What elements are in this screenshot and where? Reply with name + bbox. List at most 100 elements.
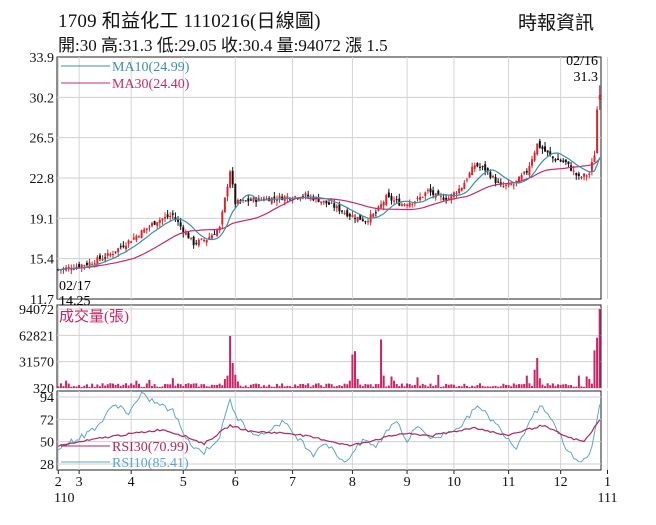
volume-bar (304, 384, 307, 388)
x-tick-label: 9 (404, 475, 411, 490)
price-candle (320, 201, 323, 204)
volume-bar (507, 385, 510, 388)
rsi-y-tick: 28 (40, 458, 54, 473)
price-candle (403, 204, 406, 206)
volume-bar (499, 386, 502, 388)
ma10-line (58, 152, 601, 271)
price-candle (541, 146, 544, 150)
price-candle (445, 197, 448, 200)
volume-bar (348, 380, 351, 388)
volume-bar (510, 386, 513, 388)
price-candle (580, 177, 583, 179)
price-candle (502, 185, 505, 187)
price-candle (200, 238, 203, 240)
x-year-label: 111 (598, 491, 618, 506)
price-candle (419, 196, 422, 200)
ma30-line (58, 158, 601, 271)
chart-title: 1709 和益化工 1110216(日線圖) (58, 11, 321, 32)
price-candle (161, 218, 164, 221)
volume-bar (218, 383, 221, 388)
volume-bar (377, 384, 380, 388)
price-candle (252, 197, 255, 202)
price-candle (481, 165, 484, 167)
volume-bar (424, 385, 427, 388)
price-candle (510, 184, 513, 186)
price-candle (130, 241, 133, 243)
volume-bar (341, 386, 344, 388)
volume-bar (171, 378, 174, 388)
price-candle (143, 229, 146, 233)
price-candle (244, 200, 247, 202)
price-candle (124, 245, 127, 249)
volume-bar (273, 386, 276, 388)
price-candle (387, 192, 390, 197)
volume-bar (296, 385, 299, 388)
price-candle (275, 199, 278, 202)
price-candle (156, 222, 159, 226)
price-candle (361, 219, 364, 222)
rsi30-legend: RSI30(70.99) (112, 440, 189, 455)
price-candle (229, 171, 232, 188)
volume-bar (367, 384, 370, 388)
volume-bar (583, 386, 586, 388)
volume-bar (486, 386, 489, 388)
price-candle (184, 232, 187, 235)
volume-bar (184, 383, 187, 388)
price-candle (533, 152, 536, 161)
price-candle (559, 159, 562, 162)
volume-bar (187, 383, 190, 388)
volume-bar (166, 384, 169, 388)
price-candle (78, 263, 81, 268)
rsi30-line (57, 419, 601, 447)
volume-bar (205, 386, 208, 388)
x-tick-label: 3 (76, 475, 83, 490)
volume-bar (442, 386, 445, 388)
volume-bar (59, 383, 62, 388)
volume-bar (190, 384, 193, 388)
volume-bar (127, 385, 130, 388)
volume-bar (78, 385, 81, 388)
volume-bar (562, 384, 565, 388)
price-candle (205, 239, 208, 243)
price-candle (525, 170, 528, 173)
price-candle (137, 236, 140, 238)
price-candle (70, 269, 73, 271)
price-candle (343, 212, 346, 214)
volume-bar (124, 383, 127, 388)
price-candle (192, 236, 195, 246)
volume-bar (515, 384, 518, 388)
price-candle (596, 109, 599, 154)
volume-bar (570, 385, 573, 388)
price-candle (328, 202, 330, 205)
price-candle (471, 166, 474, 176)
rsi-y-tick: 72 (40, 413, 54, 428)
volume-bar (213, 384, 216, 388)
rsi-y-tick: 50 (40, 436, 54, 451)
price-candle (294, 196, 297, 198)
price-candle (80, 264, 83, 269)
volume-bar (452, 384, 455, 388)
volume-bar (525, 375, 528, 388)
price-candle (273, 196, 276, 199)
panel-frame-2 (56, 304, 602, 389)
volume-bar (229, 336, 232, 388)
price-candle (221, 211, 224, 225)
volume-bar (361, 386, 364, 388)
volume-bar (223, 379, 226, 388)
price-candle (210, 235, 213, 239)
price-candle (536, 143, 539, 155)
price-candle (249, 199, 252, 201)
volume-bar (382, 375, 385, 388)
price-candle (111, 254, 114, 256)
price-candle (416, 197, 419, 199)
volume-bar (518, 384, 521, 388)
price-candle (424, 192, 427, 196)
volume-bar (137, 383, 140, 388)
price-candle (380, 204, 383, 208)
volume-bar (200, 384, 203, 388)
price-candle (335, 206, 338, 209)
price-candle (117, 248, 120, 253)
volume-bar (151, 386, 154, 388)
price-candle (109, 254, 112, 256)
price-y-tick: 30.2 (30, 91, 55, 106)
